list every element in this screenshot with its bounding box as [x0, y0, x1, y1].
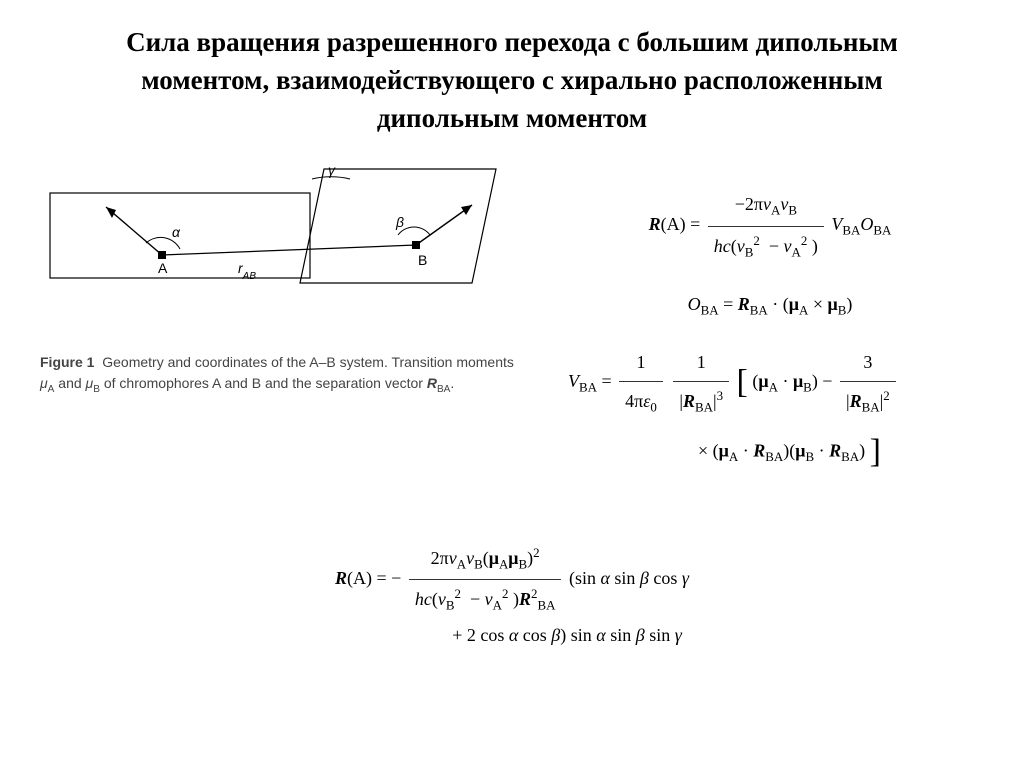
caption-lead: Figure 1 [40, 354, 94, 370]
label-B: B [418, 252, 427, 268]
label-alpha: α [172, 224, 181, 240]
eq-R-A: R(A) = −2πνAνB hc(νB2 − νA2 ) VBAOBA [556, 187, 984, 264]
figure-column: A B α β γ rAB Figure 1 Geometry and coor… [40, 165, 520, 397]
eq-R-A-full: R(A) = − 2πνAνB(μAμB)2 hc(νB2 − νA2 )R2B… [40, 541, 984, 653]
label-A: A [158, 260, 168, 276]
label-beta: β [395, 214, 404, 230]
caption-text: Geometry and coordinates of the A–B syst… [40, 354, 514, 391]
figure-caption: Figure 1 Geometry and coordinates of the… [40, 352, 520, 397]
label-gamma: γ [328, 165, 336, 178]
page-title: Сила вращения разрешенного перехода с бо… [70, 24, 954, 137]
eq-O-BA: OBA = RBA · (μA × μB) [556, 287, 984, 323]
equations-column: R(A) = −2πνAνB hc(νB2 − νA2 ) VBAOBA OBA… [556, 165, 984, 507]
eq-V-BA: VBA = 14πε0 1|RBA|3 [ (μA · μB) − 3|RBA|… [556, 345, 984, 485]
ab-system-diagram: A B α β γ rAB [40, 165, 508, 325]
